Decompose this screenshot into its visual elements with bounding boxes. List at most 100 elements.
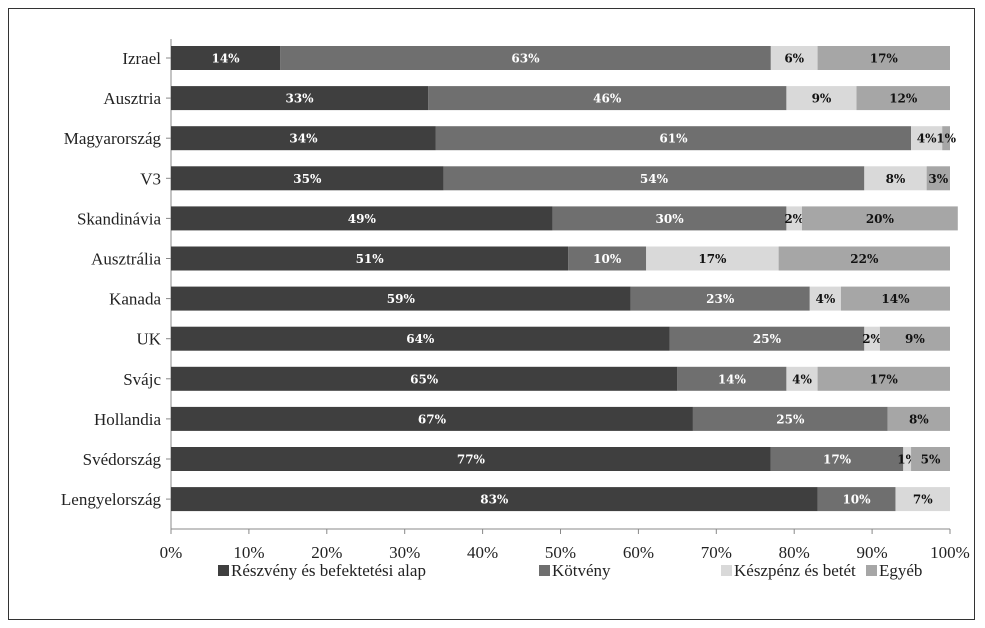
category-label: Lengyelország [61,490,162,509]
x-tick-label: 20% [311,543,342,562]
bar-segment [171,46,281,70]
legend-label: Kötvény [552,561,611,580]
legend-swatch [866,565,877,576]
bar-segment [903,447,912,471]
bar-segment [171,406,693,431]
data-label: 22% [850,252,879,266]
data-label: 17% [823,453,852,467]
x-tick-label: 70% [701,543,732,562]
bar-segment [809,286,841,311]
data-label: 14% [718,372,747,386]
x-tick-label: 40% [467,543,498,562]
category-label: Skandinávia [77,209,161,228]
bar-segment [840,286,950,311]
data-label: 46% [593,92,622,106]
data-label: 64% [406,332,435,346]
data-label: 25% [776,412,805,426]
data-label: 2% [784,212,804,226]
bar-segment [770,447,904,471]
data-label: 3% [928,172,948,186]
bar-segment [568,246,647,271]
data-label: 61% [659,132,688,146]
data-label: 63% [511,52,540,66]
x-tick-label: 30% [389,543,420,562]
data-label: 17% [870,52,899,66]
x-tick-label: 100% [930,543,970,562]
category-label: V3 [140,169,161,188]
bar-segment [171,487,818,512]
data-label: 12% [889,92,918,106]
bar-segment [817,487,896,512]
bar-segment [171,246,569,271]
legend-label: Egyéb [879,561,922,580]
x-tick-label: 0% [160,543,183,562]
bar-segment [801,206,958,231]
bar-segment [887,406,950,431]
data-label: 10% [842,493,871,507]
bar-segment [630,286,810,311]
data-label: 51% [356,252,385,266]
bar-segment [911,447,950,471]
data-label: 34% [289,132,318,146]
bar-segment [171,126,436,151]
x-tick-label: 50% [545,543,576,562]
bar-segment [280,46,771,70]
data-label: 14% [211,52,240,66]
data-label: 23% [706,292,735,306]
category-label: Izrael [122,49,161,68]
bar-segment [669,326,865,351]
data-label: 7% [913,493,933,507]
bar-segment [770,46,818,70]
data-label: 8% [909,412,929,426]
data-label: 9% [905,332,925,346]
data-label: 8% [886,172,906,186]
data-label: 30% [656,212,685,226]
data-label: 6% [784,52,804,66]
data-label: 4% [917,132,937,146]
legend-swatch [218,565,229,576]
data-label: 14% [881,292,910,306]
data-label: 20% [866,212,895,226]
bar-segment [171,366,678,391]
data-label: 17% [870,372,899,386]
legend-label: Készpénz és betét [734,561,856,580]
bar-segment [817,46,950,70]
bar-segment [864,166,927,191]
legend-label: Részvény és befektetési alap [231,561,426,580]
data-label: 77% [457,453,486,467]
category-label: Magyarország [64,129,162,148]
category-label: Kanada [109,290,161,309]
bar-segment [856,86,950,111]
bar-segment [435,126,912,151]
bar-segment [171,206,553,231]
x-tick-label: 90% [857,543,888,562]
bar-segment [895,487,950,512]
category-label: Ausztria [103,89,161,108]
bar-segment [171,326,670,351]
data-label: 10% [593,252,622,266]
bar-segment [942,126,950,151]
bar-segment [646,246,779,271]
bar-segment [171,86,429,111]
bar-segment [171,166,444,191]
data-label: 25% [753,332,782,346]
data-label: 65% [410,372,439,386]
bar-segment [911,126,943,151]
data-label: 4% [792,372,812,386]
category-label: Svédország [83,450,162,469]
x-tick-label: 60% [623,543,654,562]
bar-segment [864,326,880,351]
data-label: 17% [698,252,727,266]
bar-segment [443,166,865,191]
bar-segment [786,366,818,391]
x-tick-label: 80% [779,543,810,562]
bar-segment [677,366,787,391]
data-label: 67% [418,412,447,426]
bar-segment [171,286,631,311]
stacked-bar-chart: 0% 10% 20% 30% 40% 50% 60% 70% 80% 90% 100% Izrael 1… [61,39,970,580]
bar-segment [786,206,802,231]
data-label: 1% [936,132,956,146]
bar-segment [171,447,771,471]
category-label: Svájc [123,370,161,389]
data-label: 54% [640,172,669,186]
